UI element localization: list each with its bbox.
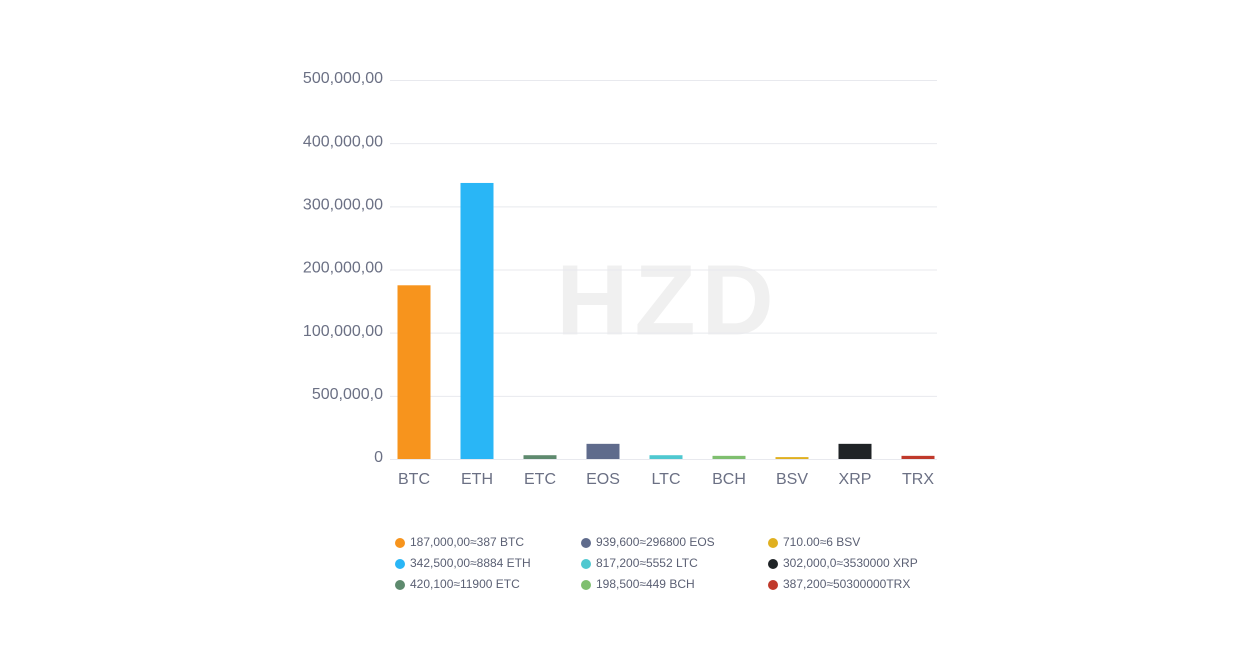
watermark: HZD — [556, 244, 780, 356]
bar — [712, 455, 746, 459]
legend-marker — [581, 538, 591, 548]
legend-marker — [581, 580, 591, 590]
y-tick-label: 100,000,00 — [303, 323, 383, 340]
x-tick-label: BTC — [398, 471, 430, 488]
legend-label: 342,500,00≈8884 ETH — [410, 556, 531, 570]
y-tick-label: 400,000,00 — [303, 133, 383, 150]
x-tick-label: BSV — [776, 471, 808, 488]
bar — [901, 455, 935, 459]
bar — [586, 443, 620, 459]
bar — [775, 457, 809, 459]
legend-label: 387,200≈50300000TRX — [783, 577, 910, 591]
bar — [649, 455, 683, 459]
x-tick-label: BCH — [712, 471, 746, 488]
legend-marker — [395, 580, 405, 590]
y-tick-label: 200,000,00 — [303, 260, 383, 277]
legend-label: 939,600≈296800 EOS — [596, 535, 715, 549]
legend-label: 198,500≈449 BCH — [596, 577, 695, 591]
bar — [523, 455, 557, 459]
x-tick-label: TRX — [902, 471, 934, 488]
y-tick-label: 0 — [374, 449, 383, 466]
bar — [397, 285, 431, 459]
legend-label: 187,000,00≈387 BTC — [410, 535, 524, 549]
legend-marker — [395, 559, 405, 569]
legend-marker — [768, 538, 778, 548]
y-tick-label: 500,000,0 — [312, 386, 383, 403]
y-tick-label: 300,000,00 — [303, 197, 383, 214]
legend-label: 302,000,0≈3530000 XRP — [783, 556, 918, 570]
legend-label: 710.00≈6 BSV — [783, 535, 860, 549]
legend-label: 817,200≈5552 LTC — [596, 556, 698, 570]
legend-marker — [768, 580, 778, 590]
x-tick-label: XRP — [839, 471, 872, 488]
legend-label: 420,100≈11900 ETC — [410, 577, 520, 591]
x-tick-label: ETH — [461, 471, 493, 488]
x-tick-label: EOS — [586, 471, 620, 488]
bar — [838, 443, 872, 459]
legend-marker — [581, 559, 591, 569]
legend-marker — [395, 538, 405, 548]
x-tick-label: LTC — [651, 471, 680, 488]
legend-marker — [768, 559, 778, 569]
bar — [460, 182, 494, 459]
x-tick-label: ETC — [524, 471, 556, 488]
y-tick-label: 500,000,00 — [303, 70, 383, 87]
